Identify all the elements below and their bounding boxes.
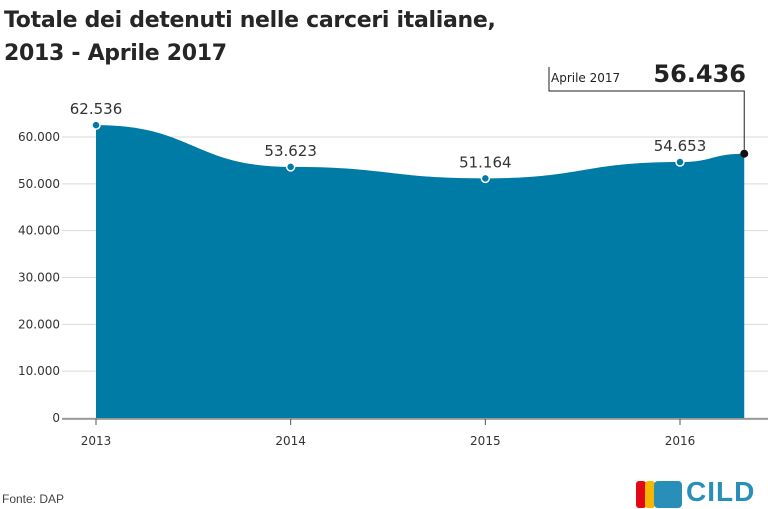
cild-logo-icon xyxy=(636,481,682,508)
logo-text: CILD xyxy=(686,476,756,507)
chart-title: Totale dei detenuti nelle carceri italia… xyxy=(4,4,496,70)
callout-value: 56.436 xyxy=(653,60,746,88)
source-note: Fonte: DAP xyxy=(2,492,65,506)
data-point xyxy=(480,173,491,184)
callout: Aprile 2017 56.436 xyxy=(548,60,746,150)
chart-title-line-2: 2013 - Aprile 2017 xyxy=(4,41,227,66)
y-tick-label: 0 xyxy=(52,411,60,425)
y-axis-tick-labels: 0 10.000 20.000 30.000 40.000 50.000 60.000 xyxy=(18,130,60,425)
x-tick-label: 2015 xyxy=(470,434,501,448)
y-tick-label: 40.000 xyxy=(18,224,60,238)
y-tick-label: 10.000 xyxy=(18,364,60,378)
data-labels: 62.536 53.623 51.164 54.653 xyxy=(70,100,707,171)
data-label: 62.536 xyxy=(70,100,123,118)
x-tick-label: 2014 xyxy=(275,434,306,448)
data-point-latest xyxy=(740,149,749,158)
callout-leader-line xyxy=(548,67,745,150)
y-tick-label: 30.000 xyxy=(18,271,60,285)
x-tick-label: 2013 xyxy=(81,434,112,448)
x-axis: 2013 2014 2015 2016 xyxy=(62,418,768,448)
data-point xyxy=(675,157,685,167)
data-label: 54.653 xyxy=(654,137,707,155)
callout-label: Aprile 2017 xyxy=(551,71,620,85)
data-points xyxy=(91,120,749,184)
data-label: 51.164 xyxy=(459,153,512,171)
chart-title-line-1: Totale dei detenuti nelle carceri italia… xyxy=(4,8,496,33)
data-point xyxy=(91,120,101,130)
x-tick-label: 2016 xyxy=(665,434,696,448)
data-point xyxy=(285,162,296,172)
area-series xyxy=(96,125,745,418)
y-tick-label: 60.000 xyxy=(18,130,60,144)
data-label: 53.623 xyxy=(264,142,317,160)
y-tick-label: 20.000 xyxy=(18,317,60,331)
y-tick-label: 50.000 xyxy=(18,177,60,191)
